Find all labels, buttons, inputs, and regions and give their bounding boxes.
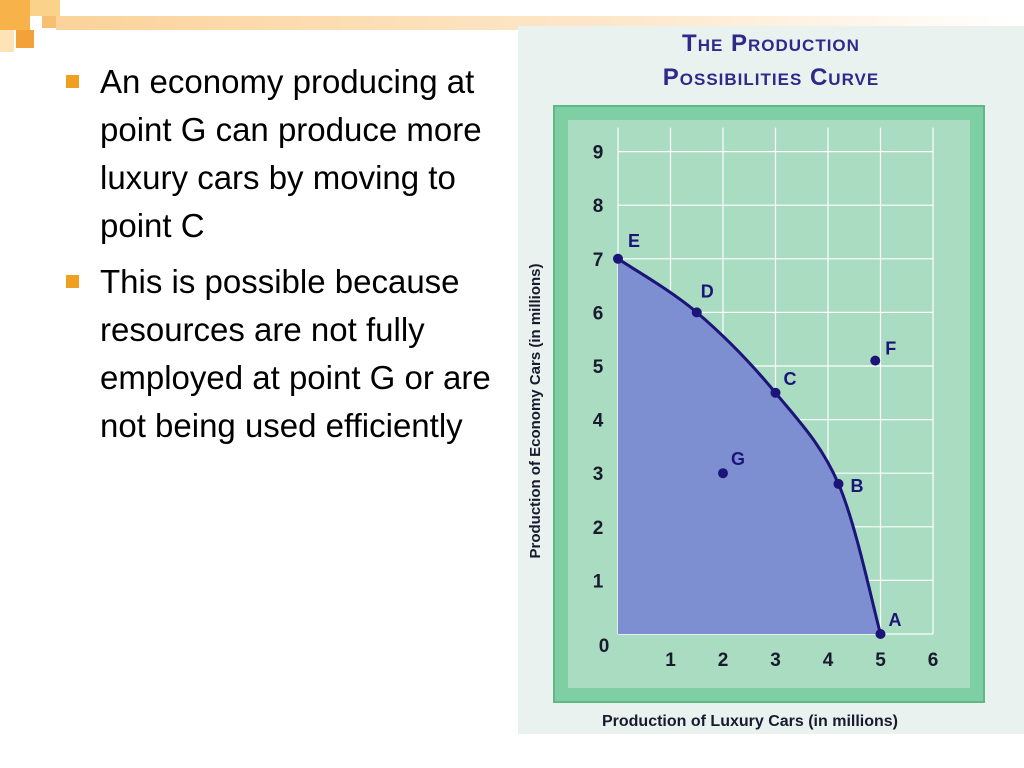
point-g-marker [718, 468, 728, 479]
chart-title-line2: Possibilities Curve [662, 64, 880, 91]
bullet-item: An economy producing at point G can prod… [62, 58, 502, 250]
y-tick-label: 9 [593, 143, 604, 164]
deco-square [0, 30, 14, 52]
x-tick-label: 1 [665, 650, 676, 671]
point-e-marker [613, 253, 623, 264]
x-axis-label: Production of Luxury Cars (in millions) [602, 713, 898, 730]
y-tick-label: 1 [593, 571, 604, 592]
deco-square [42, 16, 56, 28]
x-tick-label: 2 [718, 650, 729, 671]
y-tick-label: 4 [593, 411, 604, 432]
x-tick-label: 4 [823, 650, 834, 671]
point-f-marker [870, 355, 881, 366]
point-c-label: C [784, 369, 797, 389]
deco-square [16, 30, 34, 48]
y-tick-label: 7 [593, 250, 604, 271]
point-a-label: A [889, 610, 902, 630]
point-e-label: E [628, 231, 640, 251]
chart-title-line1: The Production [682, 30, 860, 57]
feasible-region [618, 258, 881, 634]
bullet-square-icon [66, 75, 79, 88]
point-b-marker [833, 478, 844, 489]
point-d-label: D [701, 281, 714, 301]
point-c-marker [770, 387, 781, 398]
bullet-list: An economy producing at point G can prod… [62, 58, 502, 458]
point-a-marker [875, 629, 886, 639]
point-d-marker [691, 307, 702, 318]
origin-label: 0 [599, 636, 610, 657]
y-tick-label: 8 [593, 196, 604, 217]
x-tick-label: 3 [770, 650, 781, 671]
point-f-label: F [885, 339, 896, 359]
y-tick-label: 3 [593, 464, 604, 485]
deco-square [0, 0, 30, 30]
y-axis-label: Production of Economy Cars (in millions) [527, 263, 544, 558]
x-tick-label: 6 [928, 650, 939, 671]
ppc-chart: 1 2 3 4 5 6 1 2 3 4 5 6 7 8 9 0 E D C B A F G Production of E… [527, 105, 985, 730]
ppc-figure: The Production Possibilities Curve 1 2 3 4 5… [518, 26, 1024, 734]
bullet-text: An economy producing at point G can prod… [100, 63, 482, 244]
deco-square [30, 0, 60, 16]
ppc-curve-line [617, 257, 882, 635]
bullet-square-icon [66, 275, 79, 288]
y-tick-label: 5 [593, 357, 604, 378]
point-b-label: B [851, 476, 864, 496]
x-tick-label: 5 [875, 650, 886, 671]
bullet-text: This is possible because resources are n… [100, 263, 491, 444]
bullet-item: This is possible because resources are n… [62, 258, 502, 450]
y-tick-label: 2 [593, 518, 604, 539]
point-g-label: G [731, 449, 745, 469]
y-tick-label: 6 [593, 303, 604, 324]
